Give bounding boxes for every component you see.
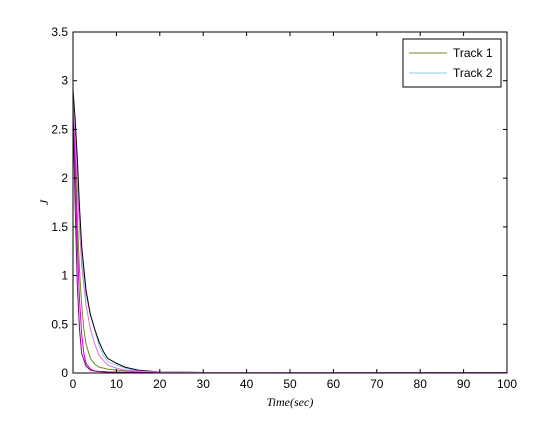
y-tick-label: 3 xyxy=(61,74,68,88)
axes-layer: 0 10 20 30 40 50 60 70 80 90 100 0 0.5 1 1.5 2 2.5 3 3.5 xyxy=(51,25,517,391)
x-tick-label: 50 xyxy=(283,377,297,391)
y-tick-label: 2.5 xyxy=(51,122,68,136)
legend-box xyxy=(402,38,502,88)
x-tick-label: 100 xyxy=(497,377,517,391)
plot-area xyxy=(73,32,507,373)
x-tick-label: 10 xyxy=(110,377,124,391)
y-axis-label: J xyxy=(37,199,51,205)
plot-background xyxy=(73,32,507,373)
series-line-6 xyxy=(73,100,507,373)
x-tick-label: 30 xyxy=(197,377,211,391)
x-tick-label: 60 xyxy=(327,377,341,391)
x-tick-label: 20 xyxy=(153,377,167,391)
legend-label-1: Track 1 xyxy=(453,46,493,60)
y-tick-label: 3.5 xyxy=(51,25,68,39)
series-line-5 xyxy=(73,109,507,373)
series-line-1 xyxy=(73,95,507,373)
x-tick-label: 80 xyxy=(414,377,428,391)
legend: Track 1 Track 2 xyxy=(402,38,502,88)
series-line-3 xyxy=(73,90,507,373)
x-tick-label: 90 xyxy=(457,377,471,391)
series-layer xyxy=(73,90,507,373)
x-axis-label: Time(sec) xyxy=(267,395,314,409)
y-tick-label: 0 xyxy=(61,366,68,380)
y-tick-label: 1.5 xyxy=(51,220,68,234)
y-tick-label: 1 xyxy=(61,269,68,283)
y-tick-label: 0.5 xyxy=(51,317,68,331)
y-tick-label: 2 xyxy=(61,171,68,185)
legend-label-2: Track 2 xyxy=(453,66,493,80)
x-tick-label: 70 xyxy=(370,377,384,391)
x-tick-label: 0 xyxy=(70,377,77,391)
x-tick-label: 40 xyxy=(240,377,254,391)
